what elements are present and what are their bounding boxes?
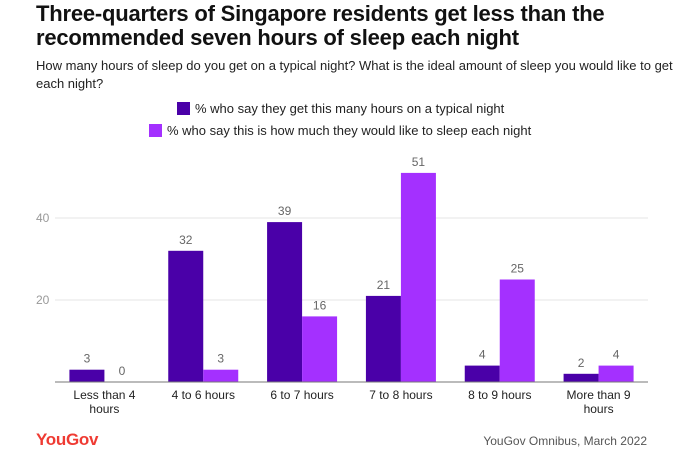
data-label: 32 bbox=[179, 233, 193, 247]
bar bbox=[69, 369, 105, 382]
legend-label-ideal: % who say this is how much they would li… bbox=[167, 122, 532, 138]
legend-label-typical: % who say they get this many hours on a … bbox=[195, 100, 505, 116]
data-label: 2 bbox=[578, 356, 585, 370]
bar bbox=[464, 365, 500, 382]
data-label: 3 bbox=[84, 352, 91, 366]
x-tick-label: 7 to 8 hours bbox=[369, 388, 432, 402]
x-tick-label: More than 9 bbox=[567, 388, 631, 402]
x-tick-label: 8 to 9 hours bbox=[468, 388, 531, 402]
chart-title: Three-quarters of Singapore residents ge… bbox=[36, 1, 605, 50]
data-label: 4 bbox=[613, 348, 620, 362]
data-label: 16 bbox=[313, 298, 327, 312]
y-tick-label: 20 bbox=[36, 293, 50, 307]
data-label: 0 bbox=[119, 364, 126, 378]
bar bbox=[168, 250, 204, 382]
data-label: 4 bbox=[479, 348, 486, 362]
bar bbox=[203, 369, 239, 382]
x-tick-label: 6 to 7 hours bbox=[270, 388, 333, 402]
y-tick-label: 40 bbox=[36, 211, 50, 225]
legend-item-ideal: % who say this is how much they would li… bbox=[149, 119, 531, 141]
x-tick-label: hours bbox=[89, 402, 119, 416]
bar bbox=[365, 295, 401, 382]
bar bbox=[563, 373, 599, 382]
legend-item-typical: % who say they get this many hours on a … bbox=[177, 97, 531, 119]
legend-swatch-ideal bbox=[149, 123, 162, 137]
x-tick-label: Less than 4 bbox=[73, 388, 135, 402]
bar bbox=[302, 316, 338, 382]
bar bbox=[400, 172, 436, 382]
x-tick-label: hours bbox=[584, 402, 614, 416]
legend-swatch-typical bbox=[177, 101, 190, 115]
chart-legend: % who say they get this many hours on a … bbox=[149, 97, 531, 141]
chart-subtitle: How many hours of sleep do you get on a … bbox=[36, 58, 673, 91]
yougov-logo: YouGov bbox=[36, 430, 99, 449]
x-tick-label: 4 to 6 hours bbox=[172, 388, 235, 402]
data-label: 21 bbox=[377, 278, 391, 292]
data-label: 51 bbox=[412, 155, 426, 169]
bar bbox=[267, 222, 303, 382]
data-label: 3 bbox=[217, 352, 224, 366]
bar bbox=[598, 365, 634, 382]
data-label: 39 bbox=[278, 204, 292, 218]
bar bbox=[499, 279, 535, 382]
source-note: YouGov Omnibus, March 2022 bbox=[483, 434, 647, 448]
data-label: 25 bbox=[511, 262, 525, 276]
